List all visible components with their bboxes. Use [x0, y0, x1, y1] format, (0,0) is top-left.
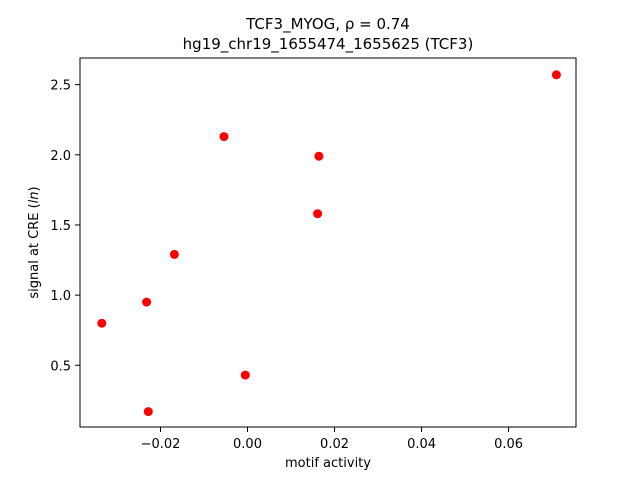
x-tick-label-4: 0.04 — [407, 437, 436, 452]
x-axis-label: motif activity — [285, 456, 371, 471]
data-point-9 — [551, 70, 561, 80]
plot-area — [97, 70, 561, 417]
y-axis-ticks: 0.5 1.0 1.5 2.0 2.5 — [50, 79, 80, 374]
data-point-6 — [240, 370, 250, 380]
y-tick-label-3: 1.5 — [50, 219, 71, 234]
chart-title-line1: TCF3_MYOG, ρ = 0.74 — [245, 15, 410, 34]
x-tick-label-2: 0.00 — [233, 437, 262, 452]
data-point-2 — [142, 297, 152, 307]
y-axis-label-italic: ln — [27, 191, 42, 203]
x-axis-ticks: −0.02 0.00 0.02 0.04 0.06 — [141, 427, 523, 452]
y-tick-label-5: 2.5 — [50, 79, 71, 94]
data-point-3 — [143, 407, 153, 417]
data-point-5 — [219, 132, 229, 142]
y-tick-label-2: 1.0 — [50, 289, 71, 304]
x-tick-label-3: 0.02 — [320, 437, 349, 452]
axes-frame — [79, 57, 577, 428]
data-point-4 — [169, 249, 179, 259]
data-point-7 — [313, 209, 323, 219]
y-axis-label-prefix: signal at CRE ( — [27, 203, 42, 298]
chart-title-line2: hg19_chr19_1655474_1655625 (TCF3) — [183, 35, 474, 54]
y-axis-label: signal at CRE (ln) — [27, 186, 42, 298]
y-axis-label-suffix: ) — [27, 186, 42, 191]
x-tick-label-5: 0.06 — [494, 437, 523, 452]
data-point-8 — [314, 151, 324, 161]
y-tick-label-4: 2.0 — [50, 149, 71, 164]
y-tick-label-1: 0.5 — [50, 359, 71, 374]
x-tick-label-1: −0.02 — [141, 437, 181, 452]
data-point-1 — [97, 318, 107, 328]
